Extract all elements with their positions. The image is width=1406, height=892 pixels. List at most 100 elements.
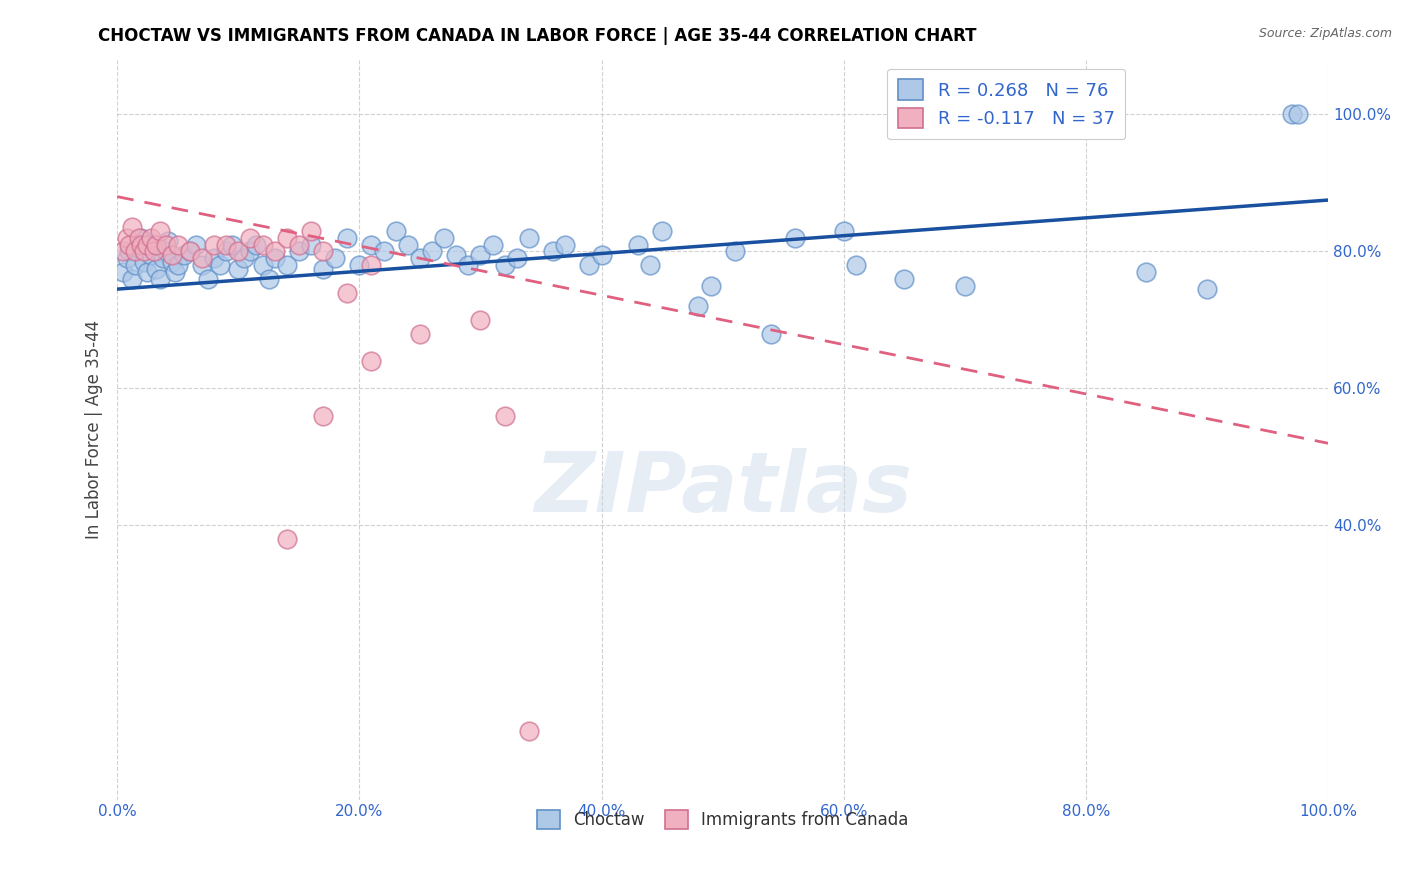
- Point: [191, 252, 214, 266]
- Point: [724, 244, 747, 259]
- Point: [638, 258, 661, 272]
- Point: [276, 532, 298, 546]
- Point: [288, 237, 311, 252]
- Text: Source: ZipAtlas.com: Source: ZipAtlas.com: [1258, 27, 1392, 40]
- Point: [191, 258, 214, 272]
- Point: [494, 258, 516, 272]
- Point: [651, 224, 673, 238]
- Point: [360, 354, 382, 368]
- Point: [202, 252, 225, 266]
- Point: [252, 237, 274, 252]
- Y-axis label: In Labor Force | Age 35-44: In Labor Force | Age 35-44: [86, 320, 103, 539]
- Point: [409, 326, 432, 341]
- Point: [591, 248, 613, 262]
- Point: [136, 265, 159, 279]
- Point: [166, 237, 188, 252]
- Point: [893, 272, 915, 286]
- Point: [112, 265, 135, 279]
- Point: [541, 244, 564, 259]
- Text: ZIPatlas: ZIPatlas: [534, 449, 911, 529]
- Point: [128, 231, 150, 245]
- Point: [131, 237, 153, 252]
- Point: [145, 261, 167, 276]
- Point: [173, 248, 195, 262]
- Point: [142, 237, 165, 252]
- Point: [118, 244, 141, 259]
- Point: [221, 237, 243, 252]
- Point: [257, 272, 280, 286]
- Point: [115, 252, 138, 266]
- Point: [166, 258, 188, 272]
- Point: [299, 224, 322, 238]
- Point: [157, 234, 180, 248]
- Point: [155, 244, 177, 259]
- Point: [481, 237, 503, 252]
- Point: [197, 272, 219, 286]
- Point: [494, 409, 516, 423]
- Legend: Choctaw, Immigrants from Canada: Choctaw, Immigrants from Canada: [530, 803, 915, 836]
- Point: [312, 409, 335, 423]
- Point: [263, 244, 285, 259]
- Point: [433, 231, 456, 245]
- Point: [160, 254, 183, 268]
- Point: [470, 313, 492, 327]
- Point: [136, 237, 159, 252]
- Point: [759, 326, 782, 341]
- Point: [132, 244, 155, 259]
- Point: [263, 252, 285, 266]
- Point: [160, 248, 183, 262]
- Point: [252, 258, 274, 272]
- Point: [953, 278, 976, 293]
- Point: [506, 252, 529, 266]
- Point: [145, 237, 167, 252]
- Point: [288, 244, 311, 259]
- Point: [276, 231, 298, 245]
- Point: [202, 237, 225, 252]
- Point: [336, 231, 359, 245]
- Point: [226, 244, 249, 259]
- Point: [420, 244, 443, 259]
- Point: [128, 237, 150, 252]
- Point: [184, 237, 207, 252]
- Text: CHOCTAW VS IMMIGRANTS FROM CANADA IN LABOR FORCE | AGE 35-44 CORRELATION CHART: CHOCTAW VS IMMIGRANTS FROM CANADA IN LAB…: [98, 27, 977, 45]
- Point: [360, 258, 382, 272]
- Point: [139, 231, 162, 245]
- Point: [118, 237, 141, 252]
- Point: [323, 252, 346, 266]
- Point: [139, 248, 162, 262]
- Point: [1281, 107, 1303, 121]
- Point: [142, 244, 165, 259]
- Point: [148, 272, 170, 286]
- Point: [845, 258, 868, 272]
- Point: [336, 285, 359, 300]
- Point: [132, 254, 155, 268]
- Point: [215, 237, 238, 252]
- Point: [155, 237, 177, 252]
- Point: [1135, 265, 1157, 279]
- Point: [124, 244, 146, 259]
- Point: [312, 244, 335, 259]
- Point: [785, 231, 807, 245]
- Point: [239, 244, 262, 259]
- Point: [1286, 107, 1309, 121]
- Point: [121, 220, 143, 235]
- Point: [233, 252, 256, 266]
- Point: [832, 224, 855, 238]
- Point: [299, 237, 322, 252]
- Point: [517, 231, 540, 245]
- Point: [470, 248, 492, 262]
- Point: [276, 258, 298, 272]
- Point: [131, 231, 153, 245]
- Point: [409, 252, 432, 266]
- Point: [121, 272, 143, 286]
- Point: [312, 261, 335, 276]
- Point: [349, 258, 371, 272]
- Point: [699, 278, 721, 293]
- Point: [115, 231, 138, 245]
- Point: [179, 244, 201, 259]
- Point: [239, 231, 262, 245]
- Point: [457, 258, 479, 272]
- Point: [152, 252, 174, 266]
- Point: [112, 244, 135, 259]
- Point: [1195, 282, 1218, 296]
